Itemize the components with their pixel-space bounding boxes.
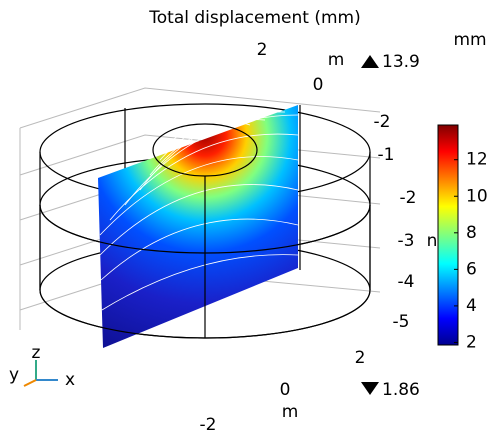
axis-tick-label: -2: [374, 112, 391, 132]
colorbar-tick-label: 6: [466, 259, 477, 279]
surface: [98, 105, 298, 348]
colorbar-tick-label: 10: [466, 186, 488, 206]
axis-tick-label: -3: [398, 231, 415, 251]
axis-tick-label: 0: [280, 380, 291, 400]
axis-tick-label: -1: [378, 145, 395, 165]
colorbar-tick-label: 2: [466, 332, 477, 352]
colorbar-tick-label: 8: [466, 223, 477, 243]
colorbar-max: 13.9: [382, 52, 420, 72]
triad-label: z: [32, 343, 41, 363]
max-marker: [361, 55, 379, 68]
axis-tick-label: 0: [313, 75, 324, 95]
contours: [99, 111, 299, 311]
colorbar-tick-label: 4: [466, 296, 477, 316]
axis-tick-label: 2: [355, 348, 366, 368]
colorbar-min: 1.86: [382, 380, 420, 400]
triad-label: x: [65, 370, 75, 390]
chart-title: Total displacement (mm): [148, 8, 360, 28]
axis-unit: n: [427, 231, 438, 251]
axis-tick-label: -4: [398, 272, 415, 292]
geometry-front: [39, 123, 371, 339]
colorbar-unit: mm: [453, 30, 486, 50]
triad-label: y: [9, 365, 19, 385]
axis-tick-label: 2: [257, 40, 268, 60]
axis-tick-label: -2: [400, 188, 417, 208]
axis-tick-label: -2: [200, 415, 217, 435]
colorbar-tick-label: 12: [466, 150, 488, 170]
triad: [23, 360, 58, 387]
axis-tick-label: -5: [393, 312, 410, 332]
axis-unit: m: [328, 50, 345, 70]
min-marker: [361, 382, 379, 395]
colorbar: [437, 124, 459, 346]
axis-unit: m: [282, 402, 299, 422]
